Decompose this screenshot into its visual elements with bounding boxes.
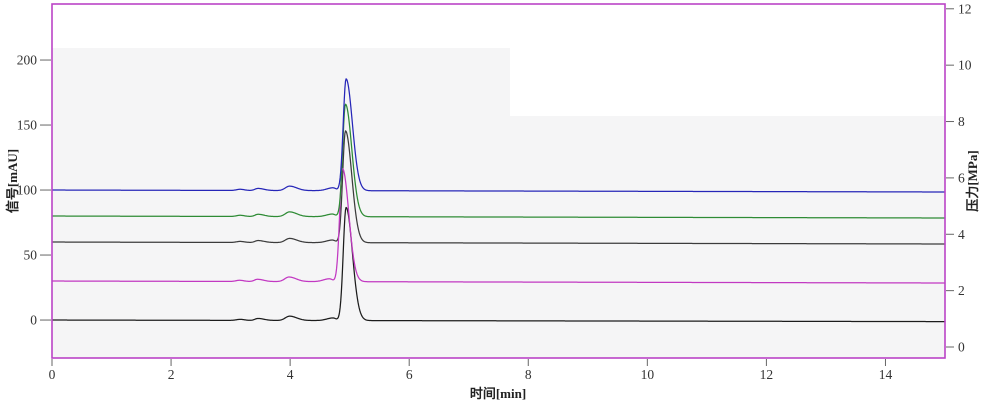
y-right-tick-label: 6 (958, 170, 965, 185)
x-tick-label: 12 (760, 367, 774, 382)
x-tick-label: 14 (879, 367, 893, 382)
x-tick-label: 2 (168, 367, 175, 382)
x-tick-label: 6 (406, 367, 413, 382)
y-left-tick-label: 50 (24, 248, 38, 263)
plot-frame (51, 3, 946, 359)
y-left-tick-label: 100 (17, 183, 38, 198)
y-axis-left-title: 信号[mAU] (5, 149, 20, 213)
trace-path-trace-offset-100 (51, 78, 946, 193)
y-left-tick-label: 200 (17, 53, 38, 68)
y-axis-right-title: 压力[MPa] (965, 150, 980, 211)
x-tick-label: 10 (641, 367, 655, 382)
y-right-tick-label: 0 (958, 340, 965, 355)
x-axis-title: 时间[min] (470, 386, 526, 401)
trace-path-trace-offset-0 (51, 206, 946, 323)
y-right-tick-label: 12 (958, 1, 972, 16)
y-right-tick-label: 10 (958, 58, 972, 73)
y-left-tick-label: 0 (30, 313, 37, 328)
y-right-tick-label: 4 (958, 227, 965, 242)
background-patch-top-right (510, 4, 945, 116)
y-left-tick-label: 150 (17, 118, 38, 133)
x-tick-label: 0 (49, 367, 56, 382)
x-tick-label: 8 (525, 367, 532, 382)
background-patch-top-left (52, 4, 510, 48)
trace-group (51, 78, 946, 323)
y-right-tick-label: 8 (958, 114, 965, 129)
trace-path-trace-offset-60 (51, 130, 946, 245)
trace-path-trace-offset-30 (51, 167, 946, 284)
trace-path-trace-offset-80 (51, 103, 946, 219)
tick-labels: 0 50 100 150 200 0 2 4 6 8 10 12 0 2 4 6 8 10 12 14 (17, 1, 972, 382)
x-tick-label: 4 (287, 367, 294, 382)
y-right-tick-label: 2 (958, 283, 965, 298)
tick-marks (40, 8, 954, 366)
